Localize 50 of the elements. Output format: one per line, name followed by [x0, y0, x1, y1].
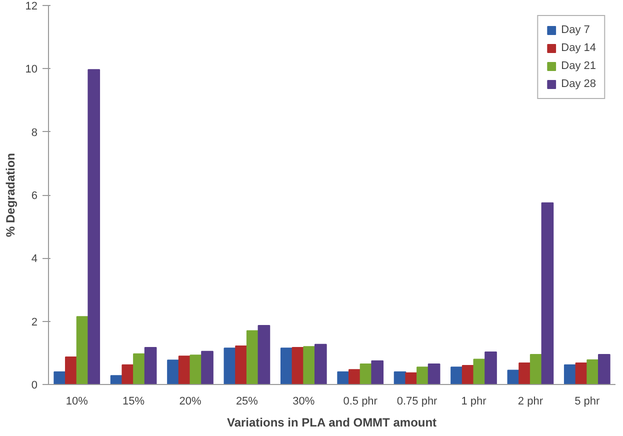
bar [428, 363, 440, 384]
bar [122, 364, 134, 384]
x-axis-title: Variations in PLA and OMMT amount [226, 416, 437, 430]
y-tick-label: 2 [31, 316, 38, 328]
bar [462, 365, 474, 384]
bar [348, 369, 361, 384]
bar [416, 366, 429, 384]
bar [564, 364, 576, 384]
bar [303, 346, 316, 384]
x-tick-label: 5 phr [574, 396, 600, 408]
y-tick-label: 6 [31, 190, 38, 202]
y-tick-label: 0 [31, 380, 38, 392]
bar [88, 69, 100, 384]
bar [65, 356, 78, 384]
bar [530, 354, 542, 384]
y-tick-label: 10 [25, 64, 38, 76]
x-tick-label: 0.75 phr [396, 396, 438, 408]
x-tick-label: 10% [66, 396, 88, 408]
y-tick-label: 12 [25, 0, 38, 12]
x-tick-label: 0.5 phr [343, 396, 378, 408]
y-axis-title: % Degradation [3, 152, 18, 238]
bar [598, 354, 610, 384]
x-tick-label: 20% [179, 396, 202, 408]
x-tick-label: 15% [122, 396, 145, 408]
bar [518, 362, 531, 384]
bar [484, 351, 497, 384]
bar [235, 345, 248, 384]
x-tick-label: 1 phr [461, 396, 487, 408]
legend-label: Day 14 [561, 42, 596, 54]
bar [246, 330, 259, 384]
bar [586, 359, 599, 384]
y-tick-label: 8 [31, 126, 38, 139]
bar [314, 344, 327, 384]
bar [133, 353, 146, 384]
bar [450, 366, 463, 384]
x-tick-label: 25% [236, 396, 258, 408]
bar [178, 356, 191, 384]
bar [280, 348, 293, 384]
legend-label: Day 21 [561, 60, 596, 72]
bar [201, 350, 214, 384]
x-tick-label: 2 phr [518, 396, 544, 408]
bar [167, 360, 180, 384]
legend-label: Day 28 [561, 78, 596, 90]
bar [371, 360, 384, 384]
legend-label: Day 7 [561, 24, 590, 36]
bar [541, 202, 554, 384]
bar [144, 347, 157, 384]
bar [258, 324, 270, 384]
x-tick-label: 30% [292, 396, 315, 408]
y-tick-label: 4 [31, 253, 38, 266]
